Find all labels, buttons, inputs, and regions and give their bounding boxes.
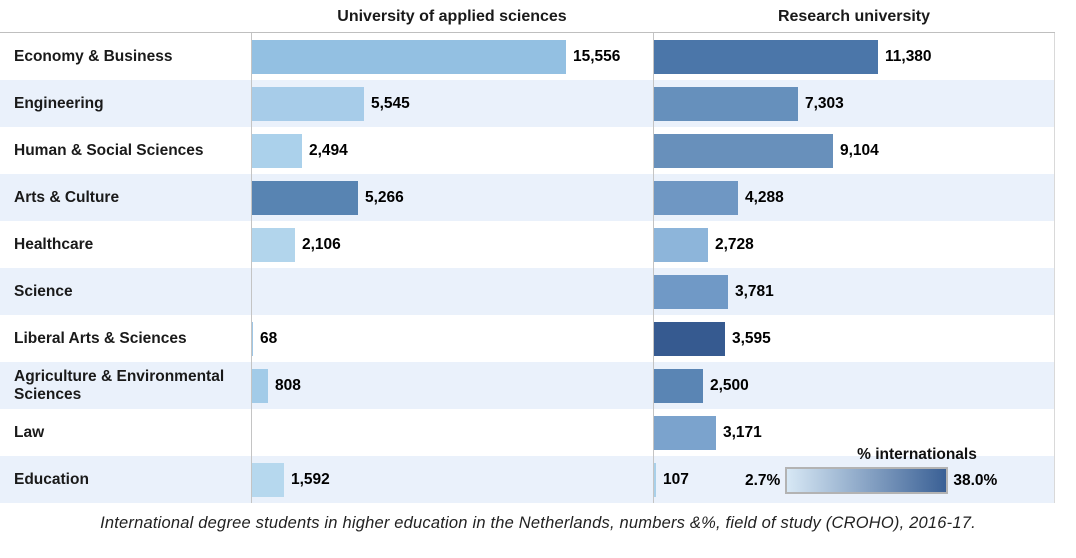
category-label: Healthcare	[14, 235, 94, 253]
column-header-research-university: Research university	[777, 8, 931, 25]
plot-cell: 2,728	[653, 221, 1055, 268]
category-label: Science	[14, 282, 73, 300]
chart-row: Healthcare 2,106 2,728	[0, 221, 1055, 268]
bar-segment	[252, 227, 295, 262]
chart-row: Agriculture & Environmental Sciences 808 2…	[0, 362, 1055, 409]
bar-value-label: 2,106	[302, 235, 341, 253]
bar-value-label: 15,556	[573, 47, 621, 65]
bar-value-label: 11,380	[885, 47, 932, 65]
grouped-bar-chart: University of applied sciences Research …	[0, 0, 1055, 503]
bar-value-label: 3,171	[723, 423, 762, 441]
category-label: Engineering	[14, 94, 104, 112]
plot-cell: 3,781	[653, 268, 1055, 315]
legend-scale: 2.7% 38.0%	[745, 467, 1045, 494]
chart-caption: International degree students in higher …	[100, 514, 976, 532]
bar-value-label: 2,728	[715, 235, 754, 253]
chart-rows: Economy & Business 15,556 11,380 Engineerin…	[0, 33, 1055, 503]
bar-value-label: 3,595	[732, 329, 771, 347]
category-label: Human & Social Sciences	[14, 141, 204, 159]
category-label: Law	[14, 423, 45, 441]
chart-row: Science 3,781	[0, 268, 1055, 315]
chart-row: Arts & Culture 5,266 4,288	[0, 174, 1055, 221]
plot-cell: 5,545	[251, 80, 653, 127]
chart-row: Economy & Business 15,556 11,380	[0, 33, 1055, 80]
bar-value-label: 5,266	[365, 188, 404, 206]
category-label: Agriculture & Environmental Sciences	[14, 367, 225, 403]
legend-title: % internationals	[857, 446, 977, 463]
plot-cell	[251, 409, 653, 456]
legend-gradient-bar	[785, 467, 949, 494]
plot-cell: 2,500	[653, 362, 1055, 409]
color-legend: % internationals 2.7% 38.0%	[745, 446, 1045, 494]
bar-segment	[252, 86, 364, 121]
bar-value-label: 1,592	[291, 470, 330, 488]
bar-value-label: 9,104	[840, 141, 879, 159]
category-label: Economy & Business	[14, 47, 173, 65]
column-header-applied-sciences: University of applied sciences	[337, 8, 567, 25]
bar-value-label: 7,303	[805, 94, 844, 112]
plot-cell: 808	[251, 362, 653, 409]
bar-value-label: 4,288	[745, 188, 784, 206]
bar-segment	[654, 368, 703, 403]
chart-row: Law 3,171	[0, 409, 1055, 456]
header-spacer	[0, 0, 251, 32]
bar-value-label: 68	[260, 329, 278, 347]
bar-segment	[252, 462, 284, 497]
bar-segment	[654, 180, 738, 215]
plot-cell: 5,266	[251, 174, 653, 221]
bar-value-label: 2,500	[710, 376, 749, 394]
legend-max-label: 38.0%	[953, 471, 998, 489]
plot-cell: 11,380	[653, 33, 1055, 80]
category-label: Education	[14, 470, 89, 488]
bar-segment	[252, 368, 268, 403]
plot-cell: 7,303	[653, 80, 1055, 127]
plot-cell: 2,494	[251, 127, 653, 174]
bar-value-label: 3,781	[735, 282, 774, 300]
bar-segment	[654, 39, 878, 74]
bar-segment	[654, 462, 656, 497]
bar-value-label: 107	[663, 470, 689, 488]
bar-segment	[252, 133, 302, 168]
column-headers: University of applied sciences Research …	[0, 0, 1055, 33]
chart-row: Human & Social Sciences 2,494 9,104	[0, 127, 1055, 174]
plot-cell: 3,171	[653, 409, 1055, 456]
chart-right-border	[1054, 33, 1055, 503]
legend-min-label: 2.7%	[745, 471, 781, 489]
plot-cell: 68	[251, 315, 653, 362]
bar-value-label: 5,545	[371, 94, 410, 112]
plot-cell: 107	[653, 456, 1055, 503]
plot-cell: 9,104	[653, 127, 1055, 174]
bar-segment	[654, 321, 725, 356]
category-label: Arts & Culture	[14, 188, 120, 206]
bar-value-label: 2,494	[309, 141, 348, 159]
bar-segment	[252, 321, 253, 356]
plot-cell	[251, 268, 653, 315]
plot-cell: 1,592	[251, 456, 653, 503]
bar-segment	[252, 180, 358, 215]
plot-cell: 2,106	[251, 221, 653, 268]
bar-segment	[654, 133, 833, 168]
chart-row: Engineering 5,545 7,303	[0, 80, 1055, 127]
bar-segment	[654, 227, 708, 262]
plot-cell: 15,556	[251, 33, 653, 80]
plot-cell: 3,595	[653, 315, 1055, 362]
bar-segment	[654, 415, 716, 450]
bar-segment	[654, 86, 798, 121]
bar-value-label: 808	[275, 376, 301, 394]
bar-segment	[252, 39, 566, 74]
bar-segment	[654, 274, 728, 309]
plot-cell: 4,288	[653, 174, 1055, 221]
category-label: Liberal Arts & Sciences	[14, 329, 187, 347]
chart-row: Liberal Arts & Sciences 68 3,595	[0, 315, 1055, 362]
